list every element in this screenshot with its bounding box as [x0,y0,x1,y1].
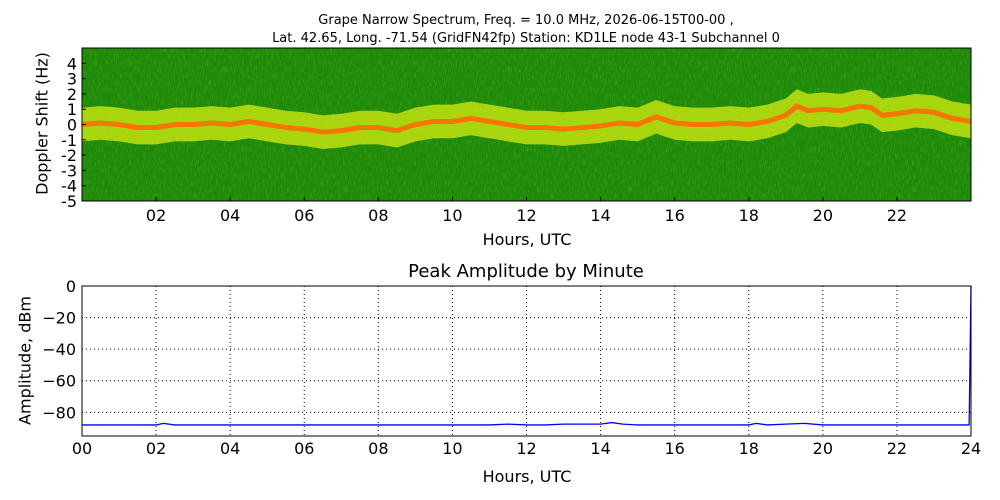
spectrogram-frame [81,47,972,202]
doppler-band [81,89,972,149]
amplitude-x-tick-label: 00 [72,439,92,458]
amplitude-x-tick-label: 24 [961,439,981,458]
spectrum-x-tick-label: 22 [887,206,907,225]
amplitude-y-tick-label: −60 [42,372,76,391]
spectrum-x-tick-label: 12 [516,206,536,225]
amplitude-x-tick-label: 02 [146,439,166,458]
amplitude-series-line [82,285,972,426]
spectrum-y-tick-label: -3 [61,161,77,180]
amplitude-x-axis-label: Hours, UTC [482,467,572,486]
spectrum-x-tick-label: 14 [590,206,610,225]
amplitude-y-tick-label: −80 [42,403,76,422]
doppler-band-edge [82,89,971,149]
spectrum-title-line-1: Grape Narrow Spectrum, Freq. = 10.0 MHz,… [318,13,734,28]
amplitude-x-tick-label: 18 [739,439,759,458]
amplitude-frame [81,285,972,437]
amplitude-x-tick-label: 10 [442,439,462,458]
spectrum-x-tick-label: 08 [368,206,388,225]
spectrum-y-axis-label: Doppler Shift (Hz) [32,52,52,195]
spectrum-y-tick-label: -1 [61,131,77,150]
amplitude-x-tick-label: 20 [813,439,833,458]
spectrum-x-tick-label: 18 [739,206,759,225]
spectrum-y-tick-label: 3 [67,70,77,89]
amplitude-x-tick-label: 06 [294,439,314,458]
amplitude-y-tick-label: −20 [42,309,76,328]
amplitude-grid [81,285,972,436]
spectrum-y-tick-label: 0 [67,116,77,135]
spectrum-y-tick-label: 2 [67,85,77,104]
amplitude-x-tick-label: 12 [516,439,536,458]
spectrum-y-tick-label: -4 [61,177,77,196]
spectrum-x-tick-label: 10 [442,206,462,225]
amplitude-x-tick-label: 14 [590,439,610,458]
amplitude-y-axis-label: Amplitude, dBm [15,296,35,425]
amplitude-chart: 00 02 04 06 08 10 12 14 16 18 20 22 24 0 −20 −40 −60 −80 [42,277,981,458]
spectrum-y-tick-label: 1 [67,100,77,119]
amplitude-chart-title: Peak Amplitude by Minute [408,261,644,282]
amplitude-x-tick-label: 04 [220,439,240,458]
spectrum-title-line-2: Lat. 42.65, Long. -71.54 (GridFN42fp) St… [272,31,780,46]
amplitude-x-tick-label: 22 [887,439,907,458]
spectrum-x-tick-label: 02 [146,206,166,225]
spectrum-x-tick-label: 04 [220,206,240,225]
spectrum-x-tick-label: 06 [294,206,314,225]
spectrum-x-tick-label: 16 [664,206,684,225]
spectrum-y-tick-label: -2 [61,146,77,165]
spectrum-x-axis-label: Hours, UTC [482,230,572,249]
amplitude-y-tick-label: −40 [42,340,76,359]
spectrum-x-tick-label: 20 [813,206,833,225]
amplitude-x-tick-label: 16 [664,439,684,458]
amplitude-y-tick-label: 0 [66,277,76,296]
doppler-band-core [81,103,972,135]
spectrum-y-tick-label: 4 [67,54,77,73]
amplitude-x-tick-label: 08 [368,439,388,458]
spectrum-y-tick-label: -5 [61,192,77,211]
